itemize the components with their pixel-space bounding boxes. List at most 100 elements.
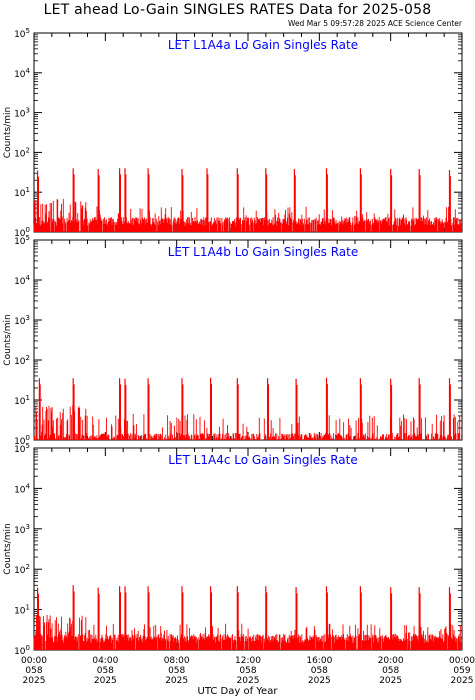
y-axis-label: Counts/min: [3, 314, 13, 365]
data-spike: [390, 378, 393, 440]
data-spike: [448, 170, 451, 232]
y-tick-label: 101: [14, 394, 30, 407]
plot-frame: [33, 239, 463, 441]
series-baseline: [33, 405, 463, 440]
y-tick-label: 102: [14, 354, 30, 367]
data-spike: [265, 168, 268, 232]
x-tick-doy: 058: [25, 666, 42, 676]
data-spike: [181, 378, 184, 440]
x-tick-doy: 059: [453, 666, 470, 676]
data-spike: [72, 168, 75, 232]
data-spike: [359, 586, 362, 650]
data-spike: [124, 586, 127, 650]
y-tick-label: 105: [14, 27, 30, 40]
x-tick-doy: 058: [97, 666, 114, 676]
x-tick-year: 2025: [23, 676, 46, 686]
y-tick-label: 100: [14, 434, 30, 447]
y-tick-label: 105: [14, 234, 30, 247]
x-tick-year: 2025: [308, 676, 331, 686]
data-spike: [293, 169, 296, 232]
x-tick-year: 2025: [451, 676, 474, 686]
x-tick-time: 20:00: [378, 656, 404, 666]
y-tick-label: 102: [14, 146, 30, 159]
page-title: LET ahead Lo-Gain SINGLES RATES Data for…: [43, 2, 432, 18]
data-spike: [448, 587, 451, 650]
x-tick-doy: 058: [239, 666, 256, 676]
data-spike: [295, 378, 298, 440]
x-tick-doy: 058: [382, 666, 399, 676]
data-spike: [295, 587, 298, 650]
data-spike: [325, 168, 328, 232]
data-spike: [206, 168, 209, 232]
x-tick-time: 08:00: [164, 656, 190, 666]
data-spike: [119, 168, 121, 232]
data-spike: [119, 378, 121, 440]
y-tick-label: 101: [14, 604, 30, 617]
data-spike: [37, 587, 39, 650]
x-tick-time: 00:00: [449, 656, 475, 666]
data-spike: [181, 586, 184, 650]
x-tick-year: 2025: [165, 676, 188, 686]
y-axis-label: Counts/min: [3, 523, 13, 574]
data-spike: [265, 586, 268, 650]
data-spike: [267, 378, 269, 440]
y-tick-label: 103: [14, 523, 30, 536]
data-spike: [418, 587, 421, 650]
data-spike: [325, 586, 328, 650]
data-spike: [124, 378, 127, 440]
y-tick-label: 101: [14, 186, 30, 199]
data-spike: [38, 378, 41, 440]
x-tick-time: 16:00: [306, 656, 332, 666]
y-tick-label: 104: [14, 274, 30, 287]
data-spike: [236, 378, 239, 440]
x-tick-year: 2025: [237, 676, 260, 686]
x-tick-time: 12:00: [235, 656, 261, 666]
y-axis-label: Counts/min: [3, 107, 13, 158]
data-spike: [181, 169, 184, 232]
y-tick-label: 100: [14, 226, 30, 239]
timestamp: Wed Mar 5 09:57:28 2025 ACE Science Cent…: [287, 19, 462, 28]
series-baseline: [33, 198, 463, 232]
x-tick-doy: 058: [311, 666, 328, 676]
data-spike: [210, 377, 212, 440]
panel-title: LET L1A4a Lo Gain Singles Rate: [168, 38, 358, 52]
data-spike: [418, 378, 421, 440]
y-tick-label: 103: [14, 314, 30, 327]
y-tick-label: 104: [14, 67, 30, 80]
data-spike: [325, 377, 328, 440]
data-spike: [418, 169, 421, 232]
data-spike: [72, 585, 75, 650]
data-spike: [37, 170, 39, 232]
data-spike: [359, 168, 362, 232]
data-spike: [97, 587, 100, 650]
data-spike: [119, 586, 121, 650]
data-spike: [97, 169, 100, 232]
data-spike: [390, 587, 393, 650]
x-tick-doy: 058: [168, 666, 185, 676]
panel-title: LET L1A4c Lo Gain Singles Rate: [168, 453, 358, 467]
y-tick-label: 102: [14, 563, 30, 576]
data-spike: [147, 378, 150, 440]
y-tick-label: 105: [14, 442, 30, 455]
x-tick-year: 2025: [379, 676, 402, 686]
data-spike: [72, 378, 75, 440]
data-spike: [147, 586, 150, 650]
data-spike: [390, 169, 393, 232]
y-tick-label: 104: [14, 482, 30, 495]
data-spike: [236, 168, 239, 232]
x-tick-time: 04:00: [92, 656, 118, 666]
panel-title: LET L1A4b Lo Gain Singles Rate: [168, 245, 359, 259]
data-spike: [359, 378, 362, 440]
data-spike: [124, 168, 127, 232]
y-tick-label: 100: [14, 644, 30, 657]
x-axis-label: UTC Day of Year: [197, 686, 278, 697]
series-baseline: [33, 615, 463, 650]
x-tick-time: 00:00: [21, 656, 47, 666]
x-tick-year: 2025: [94, 676, 117, 686]
data-spike: [147, 168, 150, 232]
data-spike: [236, 586, 239, 650]
data-spike: [210, 586, 212, 650]
data-spike: [448, 378, 451, 440]
y-tick-label: 103: [14, 107, 30, 120]
